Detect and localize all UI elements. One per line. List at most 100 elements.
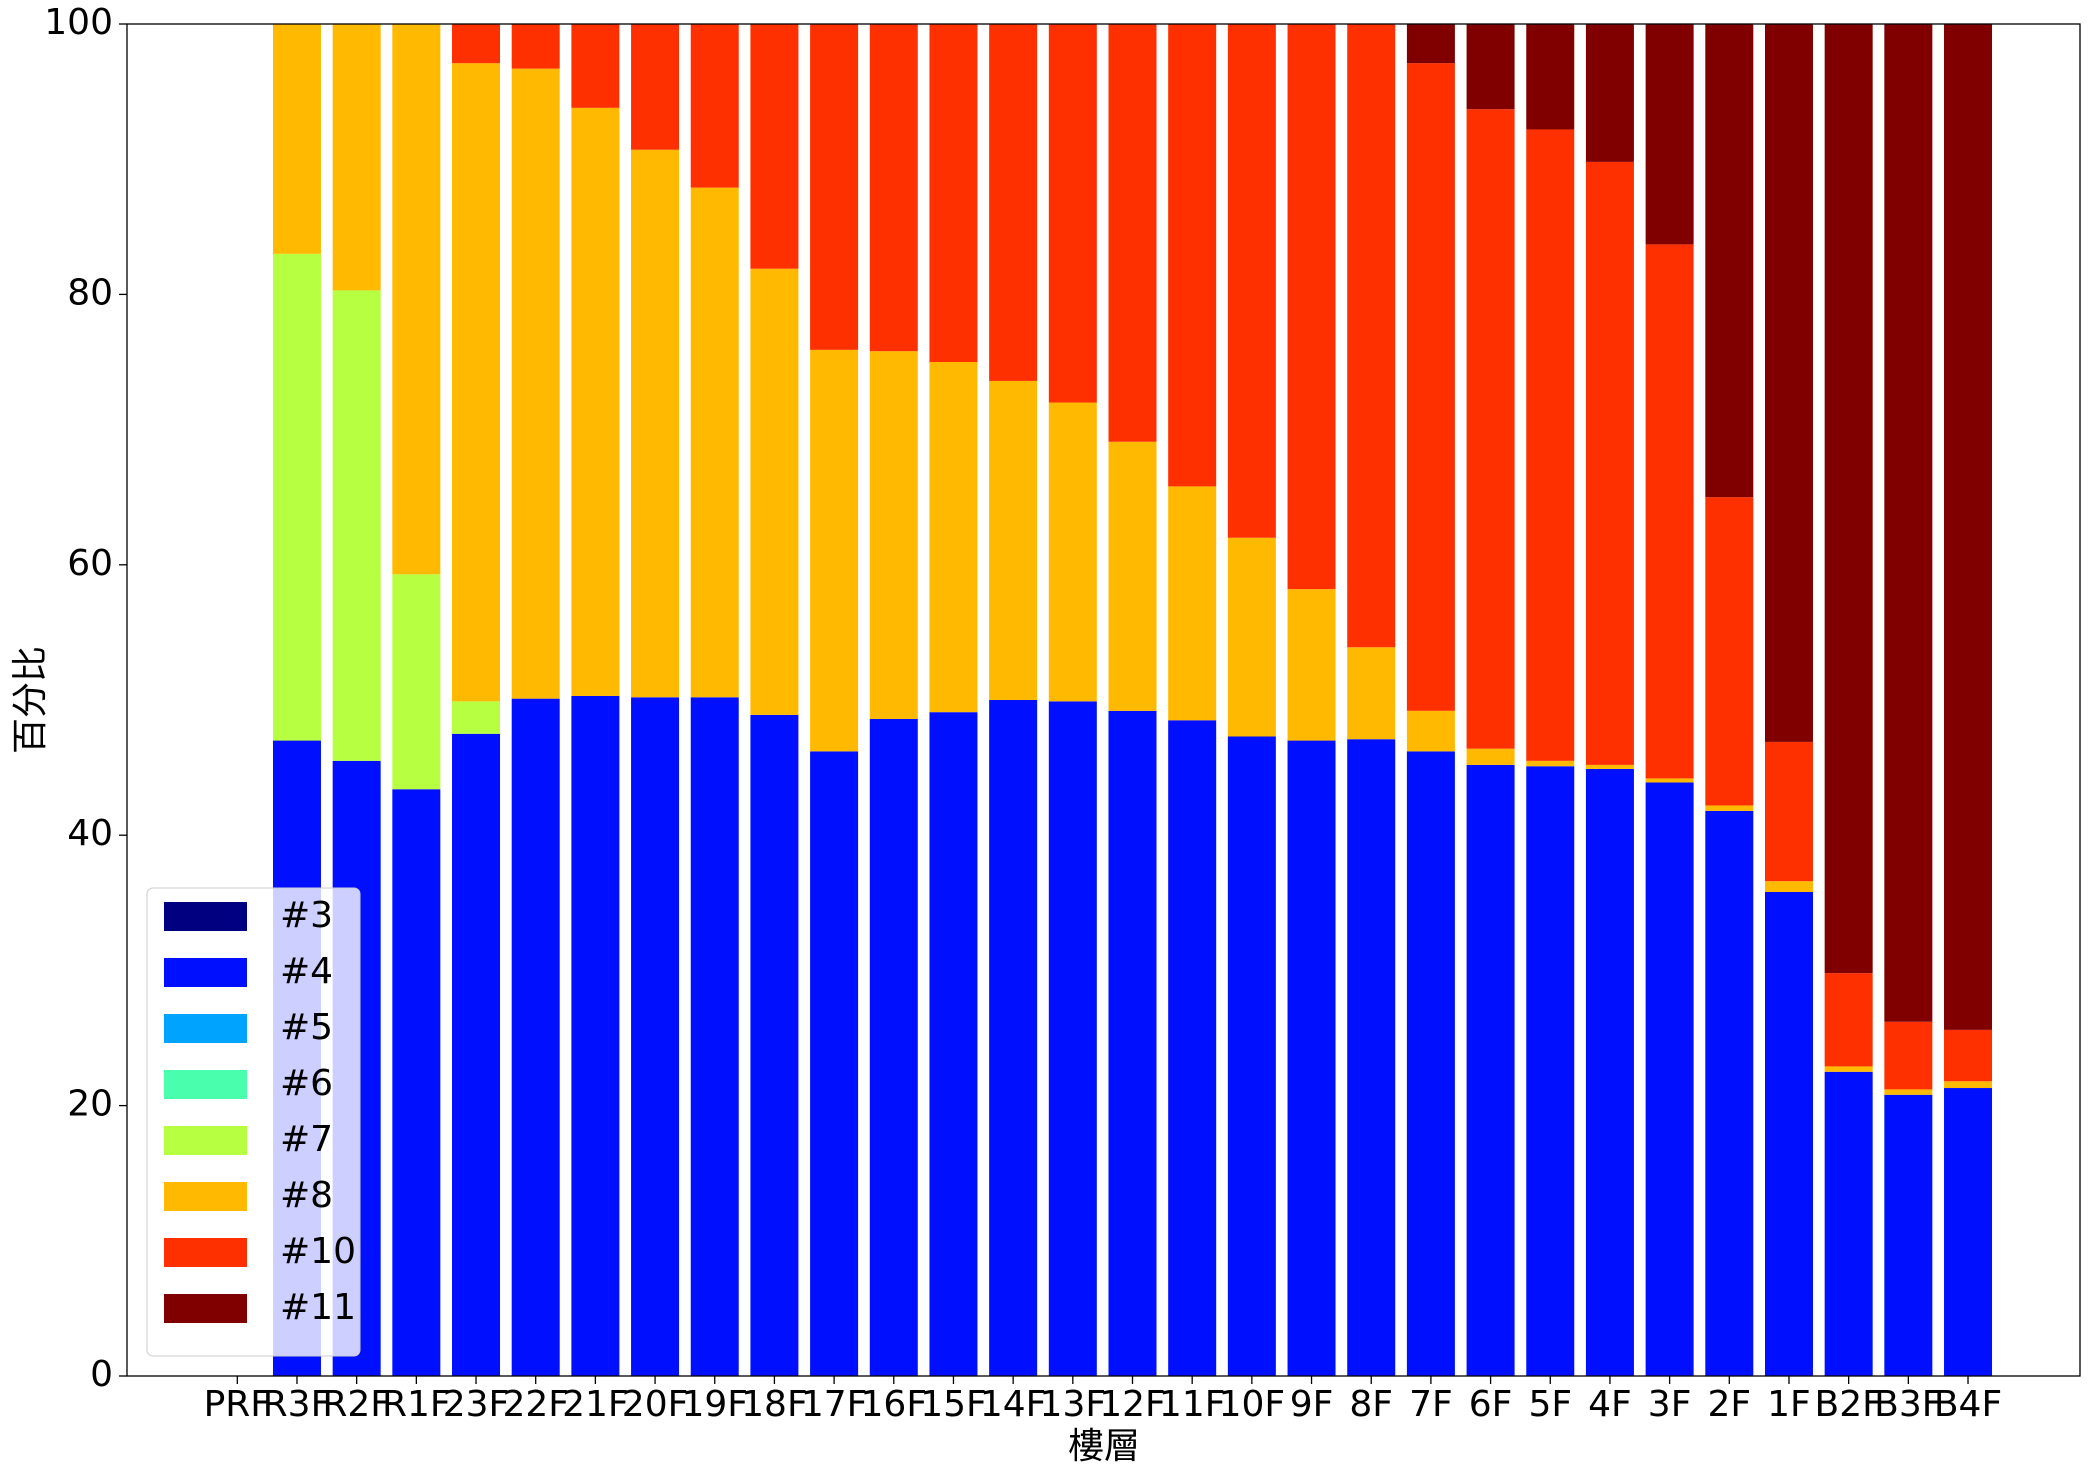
y-tick-label: 40 xyxy=(67,813,113,854)
bar-segment xyxy=(1585,24,1634,162)
bar-segment xyxy=(1347,647,1396,740)
bar-segment xyxy=(1287,589,1336,741)
bar-segment xyxy=(1406,63,1455,711)
x-tick-label: 7F xyxy=(1409,1384,1453,1425)
bar-segment xyxy=(1406,751,1455,1376)
bar-segment xyxy=(929,24,978,362)
x-tick-label: 11F xyxy=(1159,1384,1226,1425)
legend-label: #11 xyxy=(280,1287,356,1328)
x-axis-label: 樓層 xyxy=(1068,1426,1140,1467)
bar-segment xyxy=(1764,891,1813,1376)
x-tick-label: 15F xyxy=(920,1384,987,1425)
bar-segment xyxy=(1227,736,1276,1376)
x-tick-label: 6F xyxy=(1469,1384,1513,1425)
x-tick-label: R2F xyxy=(322,1384,391,1425)
bar-segment xyxy=(571,695,620,1376)
bar-segment xyxy=(631,24,680,150)
x-tick-label: 8F xyxy=(1349,1384,1393,1425)
bar-segment xyxy=(1824,973,1873,1067)
bar-segment xyxy=(1227,24,1276,538)
x-tick-label: 13F xyxy=(1040,1384,1107,1425)
legend-swatch xyxy=(164,958,247,987)
x-tick-label: 10F xyxy=(1219,1384,1286,1425)
bar-segment xyxy=(810,751,859,1376)
bar-segment xyxy=(750,714,799,1376)
bar-segment xyxy=(750,24,799,269)
bar-segment xyxy=(1585,764,1634,769)
bar-segment xyxy=(1526,24,1575,130)
bar-segment xyxy=(869,718,918,1376)
bar-segment xyxy=(690,187,739,698)
x-tick-label: 22F xyxy=(502,1384,569,1425)
bar-segment xyxy=(511,68,560,699)
bar-segment xyxy=(1168,486,1217,721)
legend-swatch xyxy=(164,1070,247,1099)
bar-segment xyxy=(452,63,501,702)
legend-swatch xyxy=(164,1182,247,1211)
bar-segment xyxy=(1466,764,1515,1376)
bar-segment xyxy=(1705,497,1754,806)
bar-segment xyxy=(929,712,978,1376)
legend-label: #10 xyxy=(280,1231,356,1272)
bar-segment xyxy=(1287,24,1336,590)
legend-label: #6 xyxy=(280,1063,333,1104)
bar-segment xyxy=(1108,24,1157,442)
bar-segment xyxy=(1526,760,1575,767)
bar-segment xyxy=(1645,244,1694,779)
bar-segment xyxy=(571,107,620,696)
bar-segment xyxy=(810,349,859,752)
bar-segment xyxy=(452,24,501,64)
bar-segment xyxy=(1705,24,1754,498)
legend-label: #7 xyxy=(280,1119,333,1160)
bar-segment xyxy=(1944,1029,1993,1082)
bar-segment xyxy=(1347,24,1396,648)
bar-segment xyxy=(989,380,1038,700)
x-tick-label: 14F xyxy=(980,1384,1047,1425)
x-tick-label: R1F xyxy=(382,1384,451,1425)
bar-segment xyxy=(1526,129,1575,761)
bar-segment xyxy=(571,24,620,108)
bar-segment xyxy=(1884,1094,1933,1376)
bar-segment xyxy=(1824,1066,1873,1072)
legend-label: #3 xyxy=(280,895,333,936)
bar-segment xyxy=(1645,778,1694,783)
bar-segment xyxy=(1764,741,1813,882)
legend-label: #8 xyxy=(280,1175,333,1216)
bar-segment xyxy=(690,697,739,1376)
legend-label: #4 xyxy=(280,951,333,992)
bar-segment xyxy=(869,24,918,352)
bar-segment xyxy=(929,362,978,713)
bar-segment xyxy=(392,24,441,575)
bar-segment xyxy=(1944,1081,1993,1089)
legend-swatch xyxy=(164,1126,247,1155)
bar-segment xyxy=(1824,1071,1873,1376)
bar-segment xyxy=(1884,24,1933,1022)
x-tick-label: 3F xyxy=(1648,1384,1692,1425)
bar-segment xyxy=(1406,24,1455,64)
bar-segment xyxy=(1764,881,1813,892)
y-tick-label: 60 xyxy=(67,543,113,584)
x-tick-label: PRF xyxy=(204,1384,271,1425)
x-tick-label: R3F xyxy=(263,1384,332,1425)
bar-segment xyxy=(1705,805,1754,811)
x-tick-label: 20F xyxy=(622,1384,689,1425)
bar-segment xyxy=(272,253,321,741)
bar-segment xyxy=(1466,109,1515,749)
y-axis-label: 百分比 xyxy=(10,646,51,754)
bar-segment xyxy=(1048,402,1097,702)
bar-segment xyxy=(1944,1088,1993,1376)
x-tick-label: 5F xyxy=(1528,1384,1572,1425)
bar-segment xyxy=(1168,24,1217,487)
bar-segment xyxy=(1168,720,1217,1376)
y-tick-label: 80 xyxy=(67,272,113,313)
bar-segment xyxy=(1764,24,1813,742)
bar-segment xyxy=(1466,748,1515,765)
bar-segment xyxy=(1406,710,1455,752)
x-tick-label: 1F xyxy=(1767,1384,1811,1425)
bar-segment xyxy=(1108,441,1157,711)
bar-segment xyxy=(392,789,441,1376)
x-tick-label: 4F xyxy=(1588,1384,1632,1425)
bar-segment xyxy=(1108,710,1157,1376)
bar-segment xyxy=(511,698,560,1376)
